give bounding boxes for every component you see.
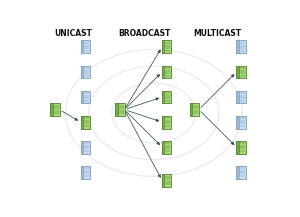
FancyBboxPatch shape	[162, 41, 164, 53]
FancyBboxPatch shape	[80, 141, 90, 154]
FancyBboxPatch shape	[80, 66, 90, 78]
FancyBboxPatch shape	[162, 116, 171, 128]
FancyBboxPatch shape	[80, 41, 83, 53]
FancyBboxPatch shape	[162, 91, 164, 104]
FancyBboxPatch shape	[236, 66, 239, 78]
FancyBboxPatch shape	[80, 166, 83, 179]
FancyBboxPatch shape	[162, 141, 171, 154]
FancyBboxPatch shape	[80, 41, 90, 53]
FancyBboxPatch shape	[80, 166, 90, 179]
FancyBboxPatch shape	[80, 66, 83, 78]
FancyBboxPatch shape	[162, 91, 171, 104]
FancyBboxPatch shape	[80, 91, 90, 104]
FancyBboxPatch shape	[162, 116, 164, 128]
FancyBboxPatch shape	[190, 103, 192, 116]
FancyBboxPatch shape	[236, 116, 239, 128]
FancyBboxPatch shape	[80, 116, 90, 128]
FancyBboxPatch shape	[116, 103, 118, 116]
FancyBboxPatch shape	[80, 116, 83, 128]
FancyBboxPatch shape	[236, 91, 239, 104]
FancyBboxPatch shape	[50, 103, 60, 116]
FancyBboxPatch shape	[162, 174, 171, 187]
FancyBboxPatch shape	[162, 174, 164, 187]
FancyBboxPatch shape	[80, 91, 83, 104]
FancyBboxPatch shape	[116, 103, 125, 116]
FancyBboxPatch shape	[236, 41, 239, 53]
FancyBboxPatch shape	[80, 141, 83, 154]
Text: UNICAST: UNICAST	[55, 29, 92, 38]
FancyBboxPatch shape	[162, 41, 171, 53]
FancyBboxPatch shape	[162, 66, 171, 78]
FancyBboxPatch shape	[50, 103, 53, 116]
FancyBboxPatch shape	[236, 66, 246, 78]
Text: MULTICAST: MULTICAST	[194, 29, 242, 38]
FancyBboxPatch shape	[162, 66, 164, 78]
FancyBboxPatch shape	[236, 166, 239, 179]
FancyBboxPatch shape	[236, 116, 246, 128]
FancyBboxPatch shape	[236, 41, 246, 53]
FancyBboxPatch shape	[236, 91, 246, 104]
FancyBboxPatch shape	[162, 141, 164, 154]
FancyBboxPatch shape	[190, 103, 199, 116]
FancyBboxPatch shape	[236, 141, 246, 154]
Text: BROADCAST: BROADCAST	[118, 29, 171, 38]
FancyBboxPatch shape	[236, 141, 239, 154]
FancyBboxPatch shape	[236, 166, 246, 179]
